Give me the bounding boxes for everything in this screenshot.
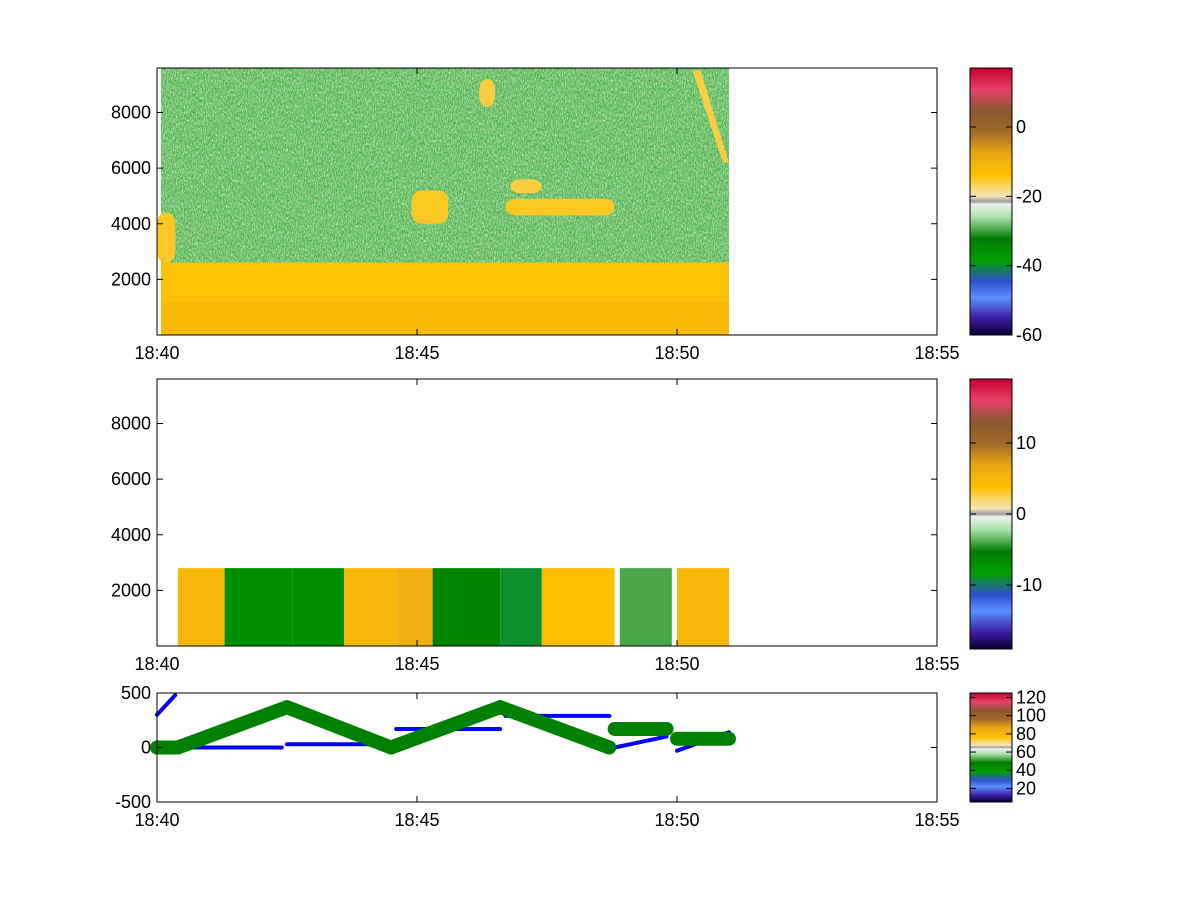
series-2-segment — [280, 700, 398, 755]
y-tick-label: 8000 — [111, 103, 151, 123]
panel-1-axes-frame — [156, 67, 938, 336]
feature-streak — [692, 70, 729, 163]
x-tick-label: 18:50 — [654, 810, 699, 830]
velocity-column — [292, 568, 345, 646]
x-tick-label: 18:40 — [134, 654, 179, 674]
colorbar-tick-label: 100 — [1016, 706, 1046, 726]
noise-speckle — [161, 68, 729, 263]
colorbar-tick-label: 80 — [1016, 724, 1036, 744]
x-tick-label: 18:55 — [914, 654, 959, 674]
panel-2-axes-frame — [156, 378, 938, 647]
colorbar-tick-label: 40 — [1016, 760, 1036, 780]
colorbar-tick-label: -10 — [1016, 575, 1042, 595]
y-tick-label: 0 — [141, 738, 151, 758]
colorbar-tick-label: 0 — [1016, 117, 1026, 137]
panel-1-reflectivity: 2000 4000 6000 8000 18:40 18:45 18:50 18:55 — [111, 67, 960, 363]
x-tick-label: 18:40 — [134, 810, 179, 830]
velocity-column — [619, 568, 672, 646]
panel-1-heatmap — [157, 68, 729, 335]
y-tick-label: 2000 — [111, 580, 151, 600]
x-tick-label: 18:40 — [134, 343, 179, 363]
y-tick-label: 2000 — [111, 269, 151, 289]
y-tick-label: 8000 — [111, 414, 151, 434]
x-tick-label: 18:55 — [914, 343, 959, 363]
velocity-column — [344, 568, 397, 646]
series-2-segment — [170, 700, 294, 755]
series-1-segment — [612, 734, 669, 750]
panel-3-y-axis: 500 0 -500 — [115, 683, 937, 812]
velocity-column — [677, 568, 729, 646]
x-tick-label: 18:45 — [394, 654, 439, 674]
boundary-layer-core — [161, 302, 729, 335]
panel-3-series — [150, 693, 736, 755]
feature-plume — [157, 212, 176, 263]
panel-2-colorbar: 10 0 -10 — [969, 378, 1042, 650]
colorbar-tick-label: 20 — [1016, 778, 1036, 798]
colorbar-tick-label: -40 — [1016, 256, 1042, 276]
velocity-column — [396, 568, 433, 646]
panel-2-heatmap — [177, 568, 729, 646]
feature-blob — [510, 179, 542, 194]
velocity-column — [500, 568, 542, 646]
x-tick-label: 18:50 — [654, 654, 699, 674]
colorbar-tick-label: 60 — [1016, 742, 1036, 762]
velocity-column — [541, 568, 615, 646]
y-tick-label: 6000 — [111, 158, 151, 178]
colorbar-tick-label: 120 — [1016, 688, 1046, 708]
colorbar-tick-label: -20 — [1016, 186, 1042, 206]
x-tick-label: 18:50 — [654, 343, 699, 363]
panel-1-y-axis: 2000 4000 6000 8000 — [111, 103, 937, 289]
panel-2-velocity: 2000 4000 6000 8000 18:40 18:45 18:50 18:55 — [111, 378, 960, 674]
panel-1-x-axis: 18:40 18:45 18:50 18:55 — [134, 68, 960, 363]
feature-blob — [505, 198, 615, 216]
colorbar-tick-label: 10 — [1016, 433, 1036, 453]
colorbar-tick-label: -60 — [1016, 325, 1042, 345]
series-2-segment — [493, 700, 617, 755]
series-1-segment — [155, 693, 178, 717]
x-tick-label: 18:55 — [914, 810, 959, 830]
velocity-column — [177, 568, 225, 646]
panel-3-x-axis: 18:40 18:45 18:50 18:55 — [134, 693, 960, 830]
feature-blob — [411, 190, 449, 224]
panel-2-y-axis: 2000 4000 6000 8000 — [111, 414, 937, 600]
y-tick-label: 500 — [121, 683, 151, 703]
series-2-segment — [384, 700, 508, 755]
y-tick-label: 4000 — [111, 214, 151, 234]
x-tick-label: 18:45 — [394, 343, 439, 363]
panel-1-colorbar: 0 -20 -40 -60 — [969, 67, 1042, 345]
velocity-column — [432, 568, 501, 646]
panel-2-x-axis: 18:40 18:45 18:50 18:55 — [134, 379, 960, 674]
feature-blob — [479, 79, 495, 107]
y-tick-label: 4000 — [111, 525, 151, 545]
velocity-column — [224, 568, 293, 646]
x-tick-label: 18:45 — [394, 810, 439, 830]
y-tick-label: -500 — [115, 792, 151, 812]
y-tick-label: 6000 — [111, 469, 151, 489]
panel-3-line-chart: 500 0 -500 18:40 18:45 18:50 18:55 — [115, 683, 960, 830]
colorbar-tick-label: 0 — [1016, 504, 1026, 524]
